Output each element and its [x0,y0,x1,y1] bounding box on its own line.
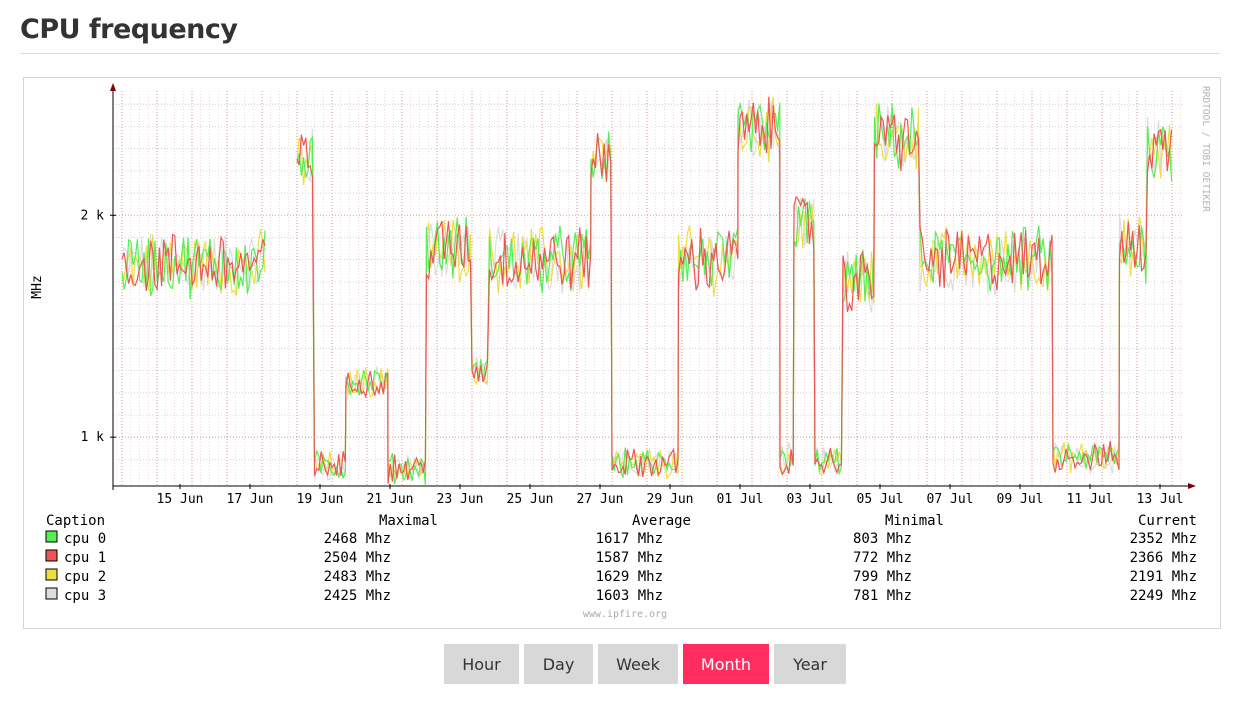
x-tick-label: 09 Jul [997,492,1044,507]
cpu-frequency-chart: 1 k 2 k 15 Jun 17 Jun 19 Jun 21 Jun 23 Jun 25 J… [30,83,1211,620]
legend-current: 2366 Mhz [1130,550,1197,566]
legend-current: 2249 Mhz [1130,588,1197,604]
series-line-cpu-1 [121,233,266,292]
legend-name: cpu 2 [64,569,106,585]
legend-row: cpu 1 2504 Mhz 1587 Mhz 772 Mhz 2366 Mhz [45,549,1197,566]
legend-name: cpu 3 [64,588,106,604]
legend-average: 1603 Mhz [596,588,663,604]
cpu-frequency-graph: 1 k 2 k 15 Jun 17 Jun 19 Jun 21 Jun 23 Jun 25 J… [23,77,1221,629]
legend-header-minimal: Minimal [885,513,944,529]
period-day-button[interactable]: Day [524,644,593,684]
rrdtool-watermark: RRDTOOL / TOBI OETIKER [1200,86,1211,212]
x-tick-label: 27 Jun [577,492,624,507]
x-tick-label: 25 Jun [507,492,554,507]
x-tick-label: 21 Jun [367,492,414,507]
series-line-cpu-1 [296,96,1173,484]
period-hour-button[interactable]: Hour [444,644,519,684]
legend-row: cpu 3 2425 Mhz 1603 Mhz 781 Mhz 2249 Mhz [45,587,1197,604]
legend-average: 1617 Mhz [596,531,663,547]
legend-header-caption: Caption [46,513,105,529]
legend-swatch-cpu1 [45,549,58,562]
x-tick-label: 05 Jul [857,492,904,507]
legend-row: cpu 0 2468 Mhz 1617 Mhz 803 Mhz 2352 Mhz [45,530,1197,547]
legend-swatch-cpu3 [45,587,58,600]
legend-maximal: 2468 Mhz [324,531,391,547]
x-tick-label: 23 Jun [437,492,484,507]
legend-maximal: 2425 Mhz [324,588,391,604]
legend-minimal: 772 Mhz [853,550,912,566]
title-divider [20,53,1220,54]
period-month-button[interactable]: Month [683,644,769,684]
legend-header-maximal: Maximal [379,513,438,529]
x-tick-label: 29 Jun [647,492,694,507]
legend-swatch-cpu0 [45,530,58,543]
legend-header-average: Average [632,513,691,529]
series-line-cpu-2 [296,96,1173,480]
legend-header-current: Current [1138,513,1197,529]
legend-row: cpu 2 2483 Mhz 1629 Mhz 799 Mhz 2191 Mhz [45,568,1197,585]
period-year-button[interactable]: Year [774,644,846,684]
x-tick-label: 13 Jul [1137,492,1184,507]
period-week-button[interactable]: Week [598,644,678,684]
x-tick-label: 15 Jun [157,492,204,507]
legend-minimal: 781 Mhz [853,588,912,604]
legend-name: cpu 0 [64,531,106,547]
legend-name: cpu 1 [64,550,106,566]
y-axis-arrow [110,83,116,91]
legend-average: 1587 Mhz [596,550,663,566]
legend-average: 1629 Mhz [596,569,663,585]
page-title: CPU frequency [20,14,238,45]
legend-current: 2191 Mhz [1130,569,1197,585]
y-axis-label: MHz [30,275,45,298]
x-tick-label: 19 Jun [297,492,344,507]
legend-minimal: 803 Mhz [853,531,912,547]
x-axis-arrow [1188,483,1196,489]
x-tick-label: 01 Jul [717,492,764,507]
x-tick-label: 07 Jul [927,492,974,507]
legend-current: 2352 Mhz [1130,531,1197,547]
x-tick-label: 03 Jul [787,492,834,507]
legend-swatch-cpu2 [45,568,58,581]
x-tick-label: 17 Jun [227,492,274,507]
legend-maximal: 2483 Mhz [324,569,391,585]
y-tick-label: 1 k [81,430,105,445]
series-line-cpu-0 [296,102,1173,486]
x-tick-label: 11 Jul [1067,492,1114,507]
legend-maximal: 2504 Mhz [324,550,391,566]
y-tick-label: 2 k [81,208,105,223]
legend-minimal: 799 Mhz [853,569,912,585]
footer-credit: www.ipfire.org [583,609,667,620]
